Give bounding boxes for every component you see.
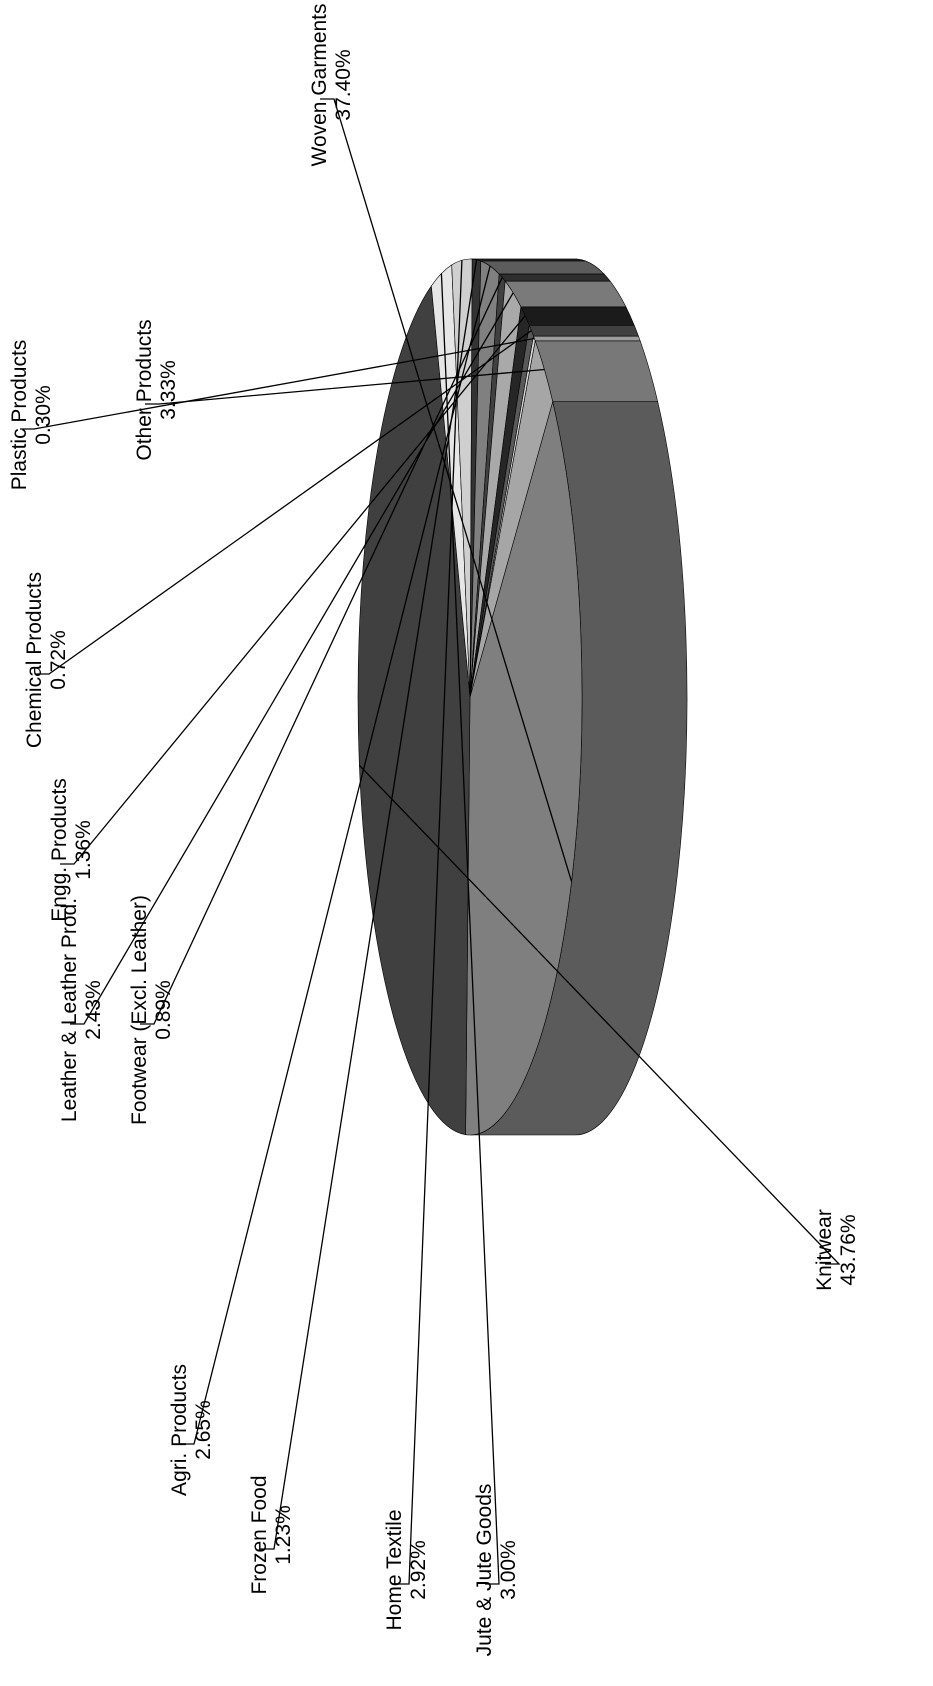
leader-line-jute-jute-goods <box>440 273 500 1585</box>
pie-depth-layer <box>469 258 688 1136</box>
leader-line-other-products <box>145 368 545 405</box>
slice-label-home-textile: Home Textile2.92% <box>383 1510 430 1631</box>
slice-label-value: 43.76% <box>837 1214 860 1285</box>
slice-label-knitwear: Knitwear43.76% <box>813 1209 860 1291</box>
leader-lines <box>20 98 841 1585</box>
slice-label-leather-leather-prod: Leather & Leather Prod.2.43% <box>58 898 105 1122</box>
leader-line-home-textile <box>395 260 463 1585</box>
pie-side-engg-products <box>520 306 635 326</box>
pie-side-leather-leather-prod- <box>504 280 627 308</box>
slice-label-name: Chemical Products <box>23 572 46 748</box>
leader-line-frozen-food <box>260 259 478 1550</box>
slice-label-value: 3.00% <box>497 1540 520 1600</box>
slice-label-name: Footwear (Excl. Leather) <box>128 895 151 1125</box>
leader-line-leather-leather-prod <box>70 292 514 1025</box>
slice-label-value: 2.43% <box>82 980 105 1040</box>
slice-label-other-products: Other Products3.33% <box>133 319 180 460</box>
pie-slice-knitwear <box>357 285 471 1136</box>
slice-label-name: Frozen Food <box>248 1475 271 1594</box>
slice-label-plastic-products: Plastic Products0.30% <box>8 340 55 491</box>
leader-line-plastic-products <box>20 337 535 430</box>
slice-label-chemical-products: Chemical Products0.72% <box>23 572 70 748</box>
slice-label-jute-jute-goods: Jute & Jute Goods3.00% <box>473 1484 520 1657</box>
slice-label-frozen-food: Frozen Food1.23% <box>248 1475 295 1594</box>
slice-label-value: 2.92% <box>407 1540 430 1600</box>
slice-label-name: Leather & Leather Prod. <box>58 898 81 1122</box>
pie-side-chemical-products <box>528 325 639 337</box>
leader-line-engg-products <box>60 315 526 865</box>
leader-line-chemical-products <box>35 330 532 675</box>
slice-label-name: Agri. Products <box>168 1364 191 1496</box>
slice-label-footwear-excl-leather: Footwear (Excl. Leather)0.89% <box>128 895 175 1125</box>
pie-side-agri-products <box>480 260 605 275</box>
slice-label-agri-products: Agri. Products2.65% <box>168 1364 215 1496</box>
slice-label-value: 1.23% <box>272 1505 295 1565</box>
slice-label-name: Woven Garments <box>308 3 331 166</box>
slice-label-name: Knitwear <box>813 1209 836 1291</box>
leader-line-knitwear <box>358 764 841 1265</box>
slice-label-name: Jute & Jute Goods <box>473 1484 496 1657</box>
pie-face-layer <box>357 258 583 1136</box>
slice-label-value: 3.33% <box>157 360 180 420</box>
slice-label-value: 0.89% <box>152 980 175 1040</box>
slice-label-name: Home Textile <box>383 1510 406 1631</box>
slice-label-woven-garments: Woven Garments37.40% <box>308 3 355 166</box>
leader-line-footwear-excl-leather <box>140 277 503 1025</box>
slice-label-name: Other Products <box>133 319 156 460</box>
slice-label-value: 1.36% <box>72 820 95 880</box>
slice-labels: Woven Garments37.40% Knitwear43.76% Jute &… <box>8 3 860 1656</box>
slice-label-value: 37.40% <box>332 49 355 120</box>
pie-side-plastic-products <box>533 335 641 342</box>
slice-label-value: 2.65% <box>192 1400 215 1460</box>
pie-side-footwear-excl-leather- <box>498 273 611 282</box>
slice-label-value: 0.30% <box>32 385 55 445</box>
slice-label-engg-products: Engg. Products1.36% <box>48 778 95 922</box>
leader-line-woven-garments <box>320 98 573 882</box>
pie-side-other-products <box>534 340 659 402</box>
slice-label-name: Plastic Products <box>8 340 31 491</box>
leader-line-agri-products <box>180 265 491 1445</box>
slice-label-name: Engg. Products <box>48 778 71 922</box>
slice-label-value: 0.72% <box>47 630 70 690</box>
